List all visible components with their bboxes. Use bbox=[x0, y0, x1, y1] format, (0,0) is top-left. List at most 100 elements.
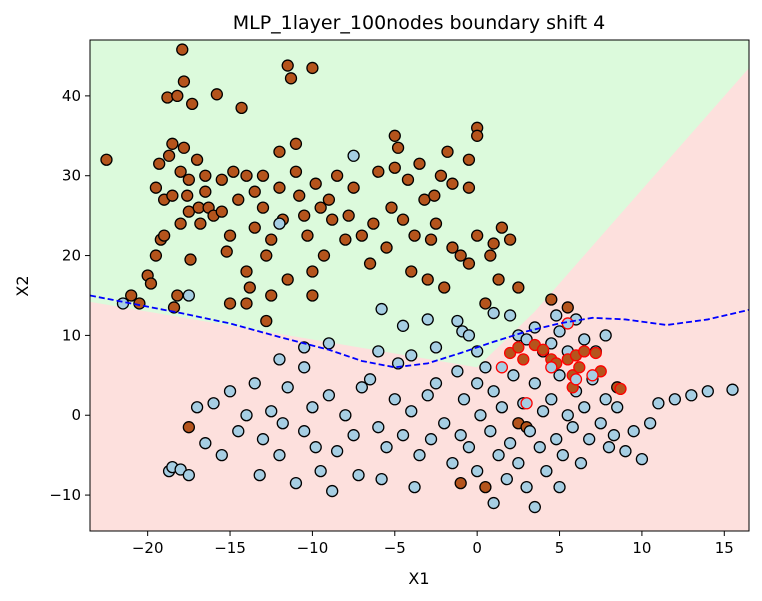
y-tick-label: −10 bbox=[49, 486, 81, 504]
data-point bbox=[421, 273, 434, 286]
data-point bbox=[273, 181, 286, 194]
data-point bbox=[479, 297, 492, 310]
data-point bbox=[566, 421, 579, 434]
data-point bbox=[223, 385, 237, 398]
data-point bbox=[492, 273, 505, 286]
data-point bbox=[553, 480, 566, 494]
highlighted-data-point bbox=[495, 361, 509, 374]
data-point bbox=[487, 237, 500, 250]
data-point bbox=[388, 161, 401, 174]
data-point bbox=[492, 449, 505, 462]
data-point bbox=[355, 381, 368, 394]
data-point bbox=[182, 421, 196, 434]
data-point bbox=[503, 233, 517, 246]
data-point bbox=[339, 233, 352, 246]
data-point bbox=[281, 381, 294, 394]
data-point bbox=[220, 245, 233, 258]
data-point bbox=[289, 165, 303, 178]
data-point bbox=[644, 417, 657, 430]
data-point bbox=[545, 293, 558, 306]
data-point bbox=[424, 433, 438, 446]
decision-boundary-line bbox=[90, 294, 749, 369]
data-point bbox=[446, 177, 459, 190]
data-point bbox=[454, 476, 467, 490]
data-point bbox=[174, 165, 187, 178]
data-point bbox=[421, 313, 434, 326]
x-tick-label: 5 bbox=[555, 539, 565, 557]
data-point bbox=[273, 353, 286, 366]
data-point bbox=[176, 43, 189, 56]
data-point bbox=[347, 149, 360, 162]
y-tick-label: 10 bbox=[62, 326, 81, 344]
data-point bbox=[451, 365, 464, 378]
data-point bbox=[528, 500, 541, 514]
data-point bbox=[185, 97, 199, 111]
data-points bbox=[100, 43, 739, 514]
data-point bbox=[553, 369, 566, 382]
data-point bbox=[194, 217, 207, 230]
data-point bbox=[298, 361, 311, 374]
x-axis: −20 −15 −10 −5 0 5 10 15 bbox=[132, 531, 734, 557]
data-point bbox=[298, 425, 311, 438]
data-point bbox=[273, 217, 286, 230]
highlighted-data-point bbox=[512, 341, 525, 354]
data-point bbox=[434, 169, 448, 182]
data-point bbox=[462, 181, 476, 194]
data-point bbox=[309, 177, 322, 190]
data-point bbox=[500, 472, 513, 486]
data-point bbox=[454, 429, 467, 442]
data-point bbox=[372, 421, 385, 434]
data-point bbox=[149, 249, 163, 262]
data-point bbox=[167, 301, 181, 314]
data-point bbox=[599, 329, 612, 342]
data-point bbox=[611, 401, 624, 414]
data-point bbox=[462, 329, 476, 342]
data-point bbox=[388, 393, 401, 406]
x-tick-label: 15 bbox=[715, 539, 734, 557]
data-point bbox=[457, 393, 471, 406]
data-point bbox=[326, 213, 339, 226]
x-axis-label: X1 bbox=[408, 569, 429, 588]
data-point bbox=[520, 480, 533, 494]
data-point bbox=[301, 229, 314, 242]
data-point bbox=[385, 201, 398, 214]
data-point bbox=[199, 169, 212, 182]
data-point bbox=[162, 149, 176, 162]
data-point bbox=[701, 385, 714, 398]
data-point bbox=[199, 185, 212, 198]
data-point bbox=[265, 233, 278, 246]
data-point bbox=[289, 476, 303, 490]
data-point bbox=[561, 301, 574, 314]
x-tick-label: −15 bbox=[214, 539, 246, 557]
data-point bbox=[479, 480, 492, 494]
data-point bbox=[503, 437, 517, 450]
data-point bbox=[495, 401, 509, 414]
data-point bbox=[561, 409, 574, 422]
data-point bbox=[408, 229, 421, 242]
data-point bbox=[512, 281, 525, 294]
data-point bbox=[256, 201, 270, 214]
data-point bbox=[265, 405, 278, 418]
data-point bbox=[495, 221, 509, 234]
data-point bbox=[446, 241, 459, 254]
data-point bbox=[322, 337, 336, 350]
data-point bbox=[149, 181, 163, 194]
data-point bbox=[375, 472, 388, 486]
highlighted-data-point bbox=[517, 353, 530, 366]
data-point bbox=[293, 189, 306, 202]
data-point bbox=[574, 456, 588, 470]
data-point bbox=[314, 201, 327, 214]
data-point bbox=[243, 281, 256, 294]
data-point bbox=[363, 257, 377, 270]
data-point bbox=[405, 405, 418, 418]
data-point bbox=[507, 369, 520, 382]
data-point bbox=[503, 309, 517, 322]
data-point bbox=[256, 169, 270, 182]
data-point bbox=[520, 333, 533, 346]
data-point bbox=[153, 157, 166, 170]
y-axis: −10 0 10 20 30 40 bbox=[49, 87, 90, 504]
highlighted-data-point bbox=[569, 373, 583, 386]
data-point bbox=[314, 464, 327, 478]
data-point bbox=[578, 333, 591, 346]
